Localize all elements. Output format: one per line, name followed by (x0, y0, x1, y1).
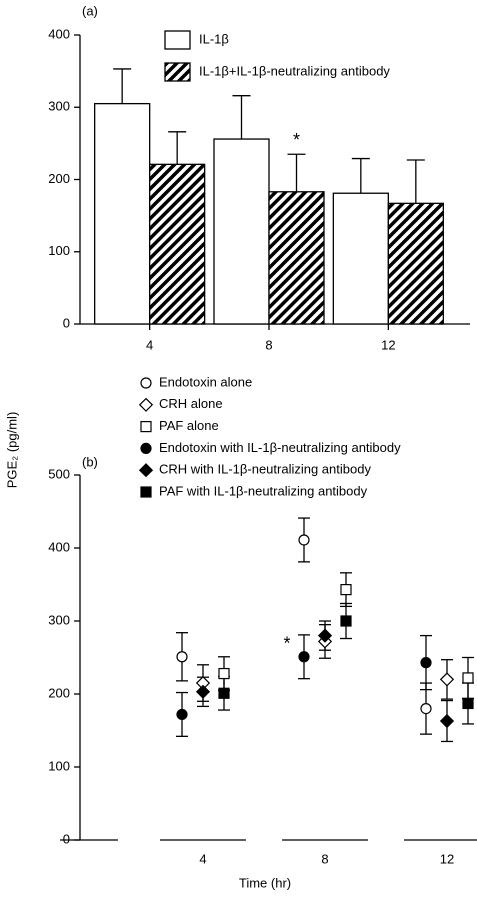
y-tick-label: 300 (48, 99, 70, 114)
legend-label: IL-1β (199, 31, 229, 46)
annotation: * (283, 634, 290, 654)
marker (420, 657, 432, 669)
legend-label: PAF alone (159, 418, 219, 433)
y-tick-label: 100 (48, 243, 70, 258)
legend-marker (138, 397, 154, 412)
bar (94, 102, 151, 325)
legend-marker (140, 377, 152, 389)
marker (462, 697, 474, 710)
marker (176, 708, 188, 721)
x-tick-label: 8 (265, 337, 272, 352)
bar (387, 202, 444, 325)
legend-swatch (164, 62, 191, 82)
marker (439, 672, 455, 687)
legend-label: Endotoxin with IL-1β-neutralizing antibo… (159, 440, 401, 455)
y-tick-label: 0 (63, 315, 70, 330)
legend-label: CRH alone (159, 396, 223, 411)
marker (462, 672, 474, 684)
panel-label: (a) (82, 3, 98, 18)
legend-marker (138, 463, 154, 478)
legend-label: CRH with IL-1β-neutralizing antibody (159, 462, 371, 477)
marker (298, 651, 310, 663)
x-tick-label: 12 (381, 337, 395, 352)
y-tick-label: 500 (48, 466, 70, 481)
marker (439, 713, 455, 729)
marker (218, 687, 230, 699)
marker (340, 584, 352, 596)
y-tick-label: 200 (48, 171, 70, 186)
marker (340, 615, 352, 627)
legend-label: IL-1β+IL-1β-neutralizing antibody (199, 63, 390, 78)
marker (298, 534, 310, 546)
bar (213, 138, 270, 325)
y-tick-label: 400 (48, 26, 70, 41)
y-axis-title: PGE₂ (pg/ml) (4, 412, 19, 489)
marker (195, 684, 211, 699)
y-tick-label: 200 (48, 685, 70, 700)
marker (176, 651, 188, 663)
legend-marker (140, 421, 152, 433)
x-tick-label: 4 (199, 851, 206, 866)
y-tick-label: 0 (63, 831, 70, 846)
x-tick-label: 12 (440, 851, 454, 866)
legend-label: Endotoxin alone (159, 374, 252, 389)
legend-swatch (164, 30, 191, 50)
marker (218, 667, 230, 680)
x-axis-title: Time (hr) (239, 875, 291, 890)
marker (420, 702, 432, 715)
legend-marker (140, 486, 152, 498)
bar (149, 163, 206, 325)
y-tick-label: 300 (48, 612, 70, 627)
y-tick-label: 400 (48, 539, 70, 554)
legend-label: PAF with IL-1β-neutralizing antibody (159, 483, 368, 498)
x-tick-label: 4 (146, 337, 153, 352)
panel-label: (b) (82, 454, 98, 469)
bar (268, 191, 325, 325)
y-tick-label: 100 (48, 758, 70, 773)
x-tick-label: 8 (321, 851, 328, 866)
marker (317, 628, 333, 643)
bar (332, 192, 389, 325)
annotation: * (293, 130, 300, 150)
legend-marker (140, 442, 152, 454)
